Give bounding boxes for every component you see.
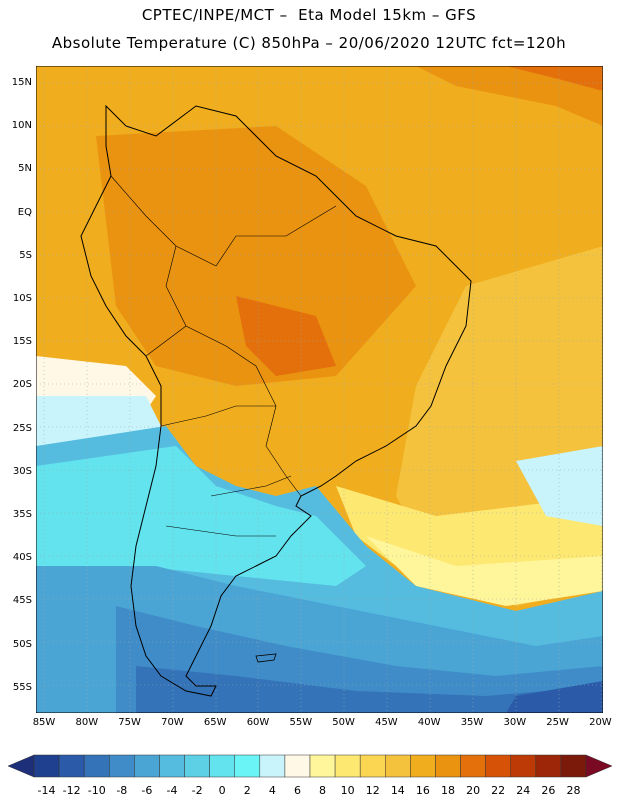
colorbar-swatch — [83, 754, 110, 778]
colorbar-swatch — [460, 754, 486, 778]
colorbar-label: 24 — [516, 784, 531, 797]
lon-label: 30W — [503, 717, 527, 728]
colorbar-swatch — [284, 754, 311, 778]
lon-label: 80W — [75, 717, 99, 728]
colorbar-label: -6 — [141, 784, 153, 797]
temp-field-south-minus-12-minus-10 — [506, 681, 603, 713]
lon-label: 65W — [203, 717, 227, 728]
temp-field-atlantic-8-10 — [366, 536, 603, 606]
lat-label: 10N — [11, 120, 32, 132]
temp-field-continental-20-22 — [236, 296, 336, 376]
lat-label: 40S — [12, 552, 32, 564]
lon-label: 20W — [589, 717, 612, 728]
lon-label: 55W — [289, 717, 313, 728]
colorbar-swatch — [560, 754, 587, 778]
colorbar-label: 0 — [218, 784, 226, 797]
lon-label: 50W — [332, 717, 355, 728]
lon-label: 85W — [32, 717, 56, 728]
title-line-2: Absolute Temperature (C) 850hPa – 20/06/… — [51, 34, 567, 52]
lat-label: 45S — [12, 595, 32, 607]
lat-label: EQ — [17, 206, 32, 218]
lat-label: 50S — [12, 638, 32, 650]
lat-label: 20S — [12, 379, 32, 391]
colorbar-swatch — [33, 754, 60, 778]
colorbar-over-arrow — [585, 754, 612, 778]
title-line-1: CPTEC/INPE/MCT – Eta Model 15km – GFS — [141, 6, 477, 24]
colorbar-swatch — [109, 754, 135, 778]
temp-field-20-22 — [506, 66, 603, 91]
colorbar-label: 12 — [365, 784, 380, 797]
colorbar-swatch — [159, 754, 185, 778]
colorbar-label: 8 — [319, 784, 327, 797]
colorbar-label: -8 — [116, 784, 128, 797]
colorbar-label: 2 — [243, 784, 251, 797]
lat-label: 5S — [19, 249, 32, 261]
colorbar-swatch — [58, 754, 85, 778]
falkland-islands — [255, 653, 277, 663]
lat-label: 5N — [18, 163, 32, 175]
colorbar-label: 4 — [268, 784, 276, 797]
colorbar-swatch — [410, 754, 436, 778]
lat-label: 35S — [12, 509, 32, 520]
colorbar-label: 10 — [340, 784, 355, 797]
colorbar-swatch — [134, 754, 160, 778]
country-borders — [110, 175, 337, 537]
colorbar-swatch — [184, 754, 210, 778]
colorbar-swatch — [234, 754, 261, 778]
colorbar-label: 16 — [415, 784, 430, 797]
lon-label: 70W — [161, 717, 184, 728]
colorbar-swatch — [485, 754, 511, 778]
temperature-map — [36, 66, 603, 713]
colorbar-swatch — [359, 754, 386, 778]
south-america-coastline — [80, 104, 472, 697]
colorbar-under-arrow — [8, 754, 35, 778]
lat-label: 15N — [11, 77, 32, 88]
colorbar-label: 18 — [441, 784, 455, 797]
colorbar-label: 26 — [541, 784, 556, 797]
lon-label: 45W — [375, 717, 398, 728]
colorbar-swatch — [209, 754, 235, 778]
lon-label: 60W — [246, 717, 270, 728]
lon-label: 75W — [118, 717, 141, 728]
temp-field-south-0-2 — [36, 446, 366, 586]
lat-label: 30S — [12, 465, 32, 477]
lat-label: 25S — [12, 422, 32, 434]
colorbar-label: 6 — [293, 784, 301, 797]
temp-field-south-minus-10-minus-8 — [136, 666, 603, 713]
colorbar-swatch — [510, 754, 537, 778]
colorbar-swatch — [309, 754, 336, 778]
colorbar-label: 20 — [466, 784, 481, 797]
colorbar-label: 14 — [390, 784, 405, 797]
colorbar-label: -12 — [62, 784, 81, 797]
temp-field-18-20 — [416, 66, 603, 126]
colorbar-label: 22 — [491, 784, 506, 797]
temp-field-atlantic-4-6 — [516, 446, 603, 526]
temp-field-continental-18-20 — [96, 126, 416, 386]
colorbar-swatch — [334, 754, 361, 778]
colorbar-swatch — [259, 754, 286, 778]
lon-label: 35W — [460, 717, 484, 728]
lon-label: 40W — [417, 717, 441, 728]
colorbar-label: -4 — [166, 784, 178, 797]
lat-lon-grid — [36, 66, 603, 713]
colorbar — [8, 754, 612, 778]
colorbar-label: 28 — [566, 784, 581, 797]
colorbar-label: -14 — [37, 784, 56, 797]
lat-label: 10S — [12, 293, 32, 304]
lat-label: 55S — [12, 681, 32, 693]
colorbar-label: -2 — [191, 784, 203, 797]
colorbar-label: -10 — [87, 784, 106, 797]
colorbar-swatch — [385, 754, 411, 778]
lat-label: 15S — [12, 336, 32, 348]
colorbar-swatch — [535, 754, 562, 778]
lon-label: 25W — [546, 717, 569, 728]
colorbar-swatch — [435, 754, 461, 778]
